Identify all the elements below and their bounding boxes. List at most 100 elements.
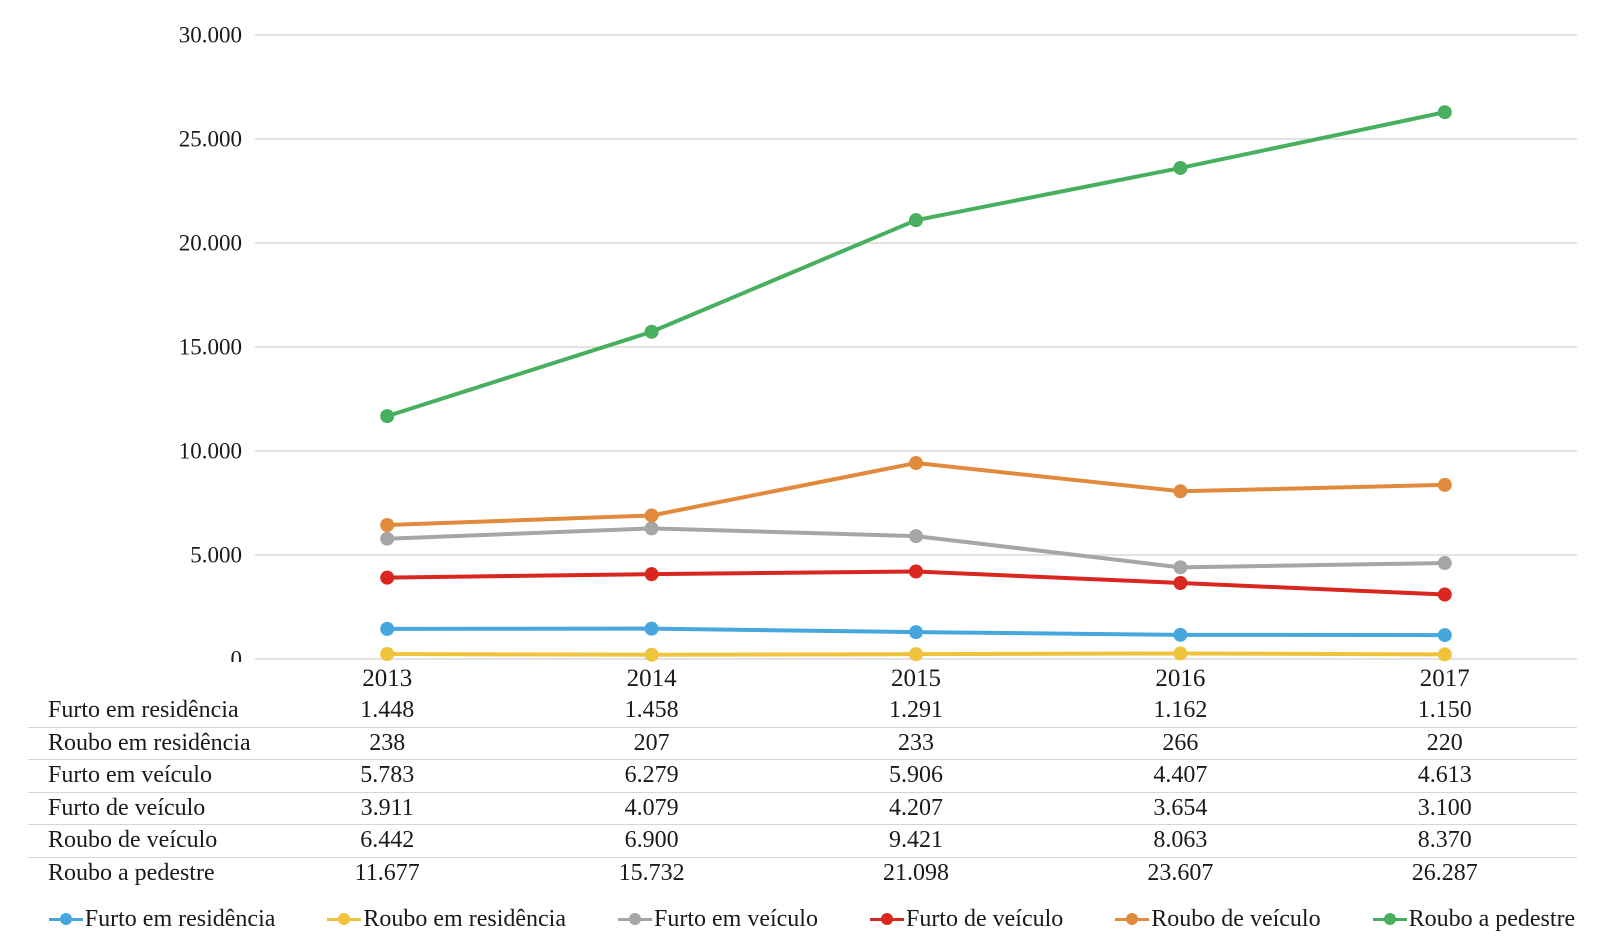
- series-point-furto-em-veiculo-2016: [1173, 560, 1188, 575]
- table-cell-furto-de-veiculo-2013: 3.911: [360, 794, 414, 821]
- table-cell-furto-de-veiculo-2016: 3.654: [1153, 794, 1208, 821]
- legend-item-furto-em-residencia: Furto em residência: [48, 905, 276, 933]
- table-cell-roubo-a-pedestre-2017: 26.287: [1411, 859, 1478, 886]
- chart-data-table: 2013 2014 2015 2016 2017 Furto em residência…: [28, 662, 1577, 889]
- legend-dot-icon: [629, 913, 641, 925]
- table-cell-furto-em-residencia-2015: 1.291: [888, 697, 943, 724]
- legend-item-label: Furto em residência: [84, 905, 276, 932]
- series-point-furto-em-veiculo-2017: [1437, 556, 1452, 571]
- series-point-roubo-a-pedestre-2016: [1173, 160, 1188, 175]
- y-axis-tick-label: 25.000: [179, 127, 242, 152]
- series-point-roubo-a-pedestre-2015: [909, 213, 923, 228]
- legend-dot-icon: [1383, 913, 1396, 925]
- chart-legend: Furto em residência Roubo em residência …: [0, 901, 1624, 937]
- table-row-label: Furto em veículo: [48, 762, 212, 789]
- table-row-roubo-em-residencia: Roubo em residência 238 207 233 266 220: [28, 728, 1577, 760]
- series-point-roubo-em-residencia-2015: [909, 647, 923, 662]
- series-point-furto-em-veiculo-2013: [380, 531, 395, 546]
- table-cell-roubo-em-residencia-2013: 238: [369, 729, 406, 756]
- table-cell-furto-de-veiculo-2015: 4.207: [888, 794, 943, 821]
- table-cell-furto-em-veiculo-2015: 5.906: [888, 762, 943, 789]
- table-cell-roubo-de-veiculo-2013: 6.442: [360, 827, 415, 854]
- table-row-label: Roubo a pedestre: [48, 859, 215, 886]
- legend-series-marker-icon: [1372, 913, 1407, 925]
- legend-series-marker-icon: [869, 913, 904, 925]
- legend-dot-icon: [1126, 913, 1139, 925]
- table-row-years: 2013 2014 2015 2016 2017: [28, 662, 1577, 695]
- table-cell-roubo-de-veiculo-2015: 9.421: [888, 827, 943, 854]
- table-cell-years-2014: 2014: [626, 664, 677, 692]
- table-row-roubo-a-pedestre: Roubo a pedestre 11.677 15.732 21.098 23.60…: [28, 858, 1577, 890]
- series-point-furto-em-veiculo-2014: [644, 521, 659, 536]
- series-point-roubo-em-residencia-2014: [644, 647, 659, 662]
- table-row-furto-em-veiculo: Furto em veículo 5.783 6.279 5.906 4.407 4.6…: [28, 760, 1577, 793]
- table-cell-roubo-de-veiculo-2014: 6.900: [624, 827, 679, 854]
- table-row-furto-de-veiculo: Furto de veículo 3.911 4.079 4.207 3.654 3.1…: [28, 793, 1577, 825]
- table-cell-roubo-de-veiculo-2016: 8.063: [1153, 827, 1208, 854]
- table-cell-furto-de-veiculo-2017: 3.100: [1417, 794, 1472, 821]
- legend-series-marker-icon: [618, 913, 652, 925]
- y-axis-tick-label: 10.000: [179, 439, 242, 464]
- series-point-roubo-de-veiculo-2014: [644, 508, 659, 523]
- table-cell-years-2016: 2016: [1155, 664, 1206, 692]
- series-point-furto-em-residencia-2015: [909, 625, 923, 640]
- y-axis-tick-label: 30.000: [179, 23, 242, 48]
- legend-series-marker-icon: [327, 913, 362, 925]
- table-cell-roubo-em-residencia-2015: 233: [897, 729, 934, 756]
- table-row-label: Roubo de veículo: [48, 827, 218, 854]
- table-row-label: Furto de veículo: [48, 794, 206, 821]
- table-cell-roubo-em-residencia-2014: 207: [633, 729, 670, 756]
- series-point-furto-em-residencia-2017: [1437, 628, 1452, 643]
- table-cell-furto-de-veiculo-2014: 4.079: [624, 794, 679, 821]
- legend-dot-icon: [59, 913, 72, 925]
- table-row-label: Furto em residência: [48, 697, 239, 724]
- table-cell-furto-em-residencia-2013: 1.448: [360, 697, 415, 724]
- y-axis-tick-label: 5.000: [190, 543, 242, 568]
- legend-item-roubo-em-residencia: Roubo em residência: [327, 906, 566, 933]
- series-point-furto-de-veiculo-2017: [1437, 587, 1452, 602]
- series-point-roubo-em-residencia-2013: [380, 647, 395, 662]
- legend-item-label: Furto de veículo: [905, 905, 1064, 932]
- table-cell-furto-em-residencia-2017: 1.150: [1417, 697, 1472, 724]
- table-cell-furto-em-veiculo-2014: 6.279: [624, 762, 679, 789]
- y-axis-tick-label: 20.000: [179, 231, 242, 256]
- series-line-roubo-a-pedestre: [385, 110, 1447, 419]
- series-point-furto-de-veiculo-2016: [1173, 575, 1188, 590]
- series-point-roubo-a-pedestre-2013: [380, 409, 395, 424]
- table-row-furto-em-residencia: Furto em residência 1.448 1.458 1.291 1.162…: [28, 695, 1577, 728]
- series-point-roubo-a-pedestre-2014: [644, 324, 659, 339]
- series-point-furto-em-veiculo-2015: [909, 529, 923, 544]
- legend-dot-icon: [338, 913, 351, 925]
- table-cell-roubo-a-pedestre-2013: 11.677: [354, 859, 420, 886]
- series-point-furto-de-veiculo-2014: [644, 567, 659, 582]
- legend-item-label: Roubo de veículo: [1151, 905, 1321, 932]
- table-cell-furto-em-residencia-2014: 1.458: [624, 697, 679, 724]
- table-cell-roubo-a-pedestre-2014: 15.732: [618, 859, 685, 886]
- table-cell-years-2017: 2017: [1419, 664, 1470, 692]
- series-point-furto-de-veiculo-2013: [380, 570, 395, 585]
- legend-series-marker-icon: [48, 913, 83, 925]
- table-cell-roubo-de-veiculo-2017: 8.370: [1417, 827, 1472, 854]
- y-axis-tick-label: 15.000: [179, 335, 242, 360]
- legend-item-furto-de-veiculo: Furto de veículo: [869, 905, 1064, 933]
- series-point-roubo-de-veiculo-2017: [1437, 477, 1452, 492]
- legend-dot-icon: [880, 913, 893, 925]
- series-point-roubo-em-residencia-2016: [1173, 646, 1188, 661]
- table-cell-years-2013: 2013: [362, 664, 413, 692]
- series-point-roubo-a-pedestre-2017: [1437, 105, 1452, 120]
- table-cell-roubo-em-residencia-2017: 220: [1426, 729, 1463, 756]
- series-point-roubo-de-veiculo-2013: [380, 518, 395, 533]
- table-cell-roubo-em-residencia-2016: 266: [1162, 729, 1199, 756]
- table-cell-furto-em-veiculo-2016: 4.407: [1153, 762, 1208, 789]
- series-point-roubo-em-residencia-2017: [1437, 647, 1452, 662]
- table-row-label: Roubo em residência: [48, 729, 251, 756]
- series-point-furto-em-residencia-2014: [644, 621, 659, 636]
- legend-item-label: Furto em veículo: [654, 905, 818, 932]
- table-cell-roubo-a-pedestre-2015: 21.098: [882, 859, 949, 886]
- legend-item-furto-em-veiculo: Furto em veículo: [618, 906, 818, 933]
- legend-item-label: Roubo em residência: [363, 905, 566, 932]
- series-point-furto-de-veiculo-2015: [909, 564, 923, 579]
- table-cell-furto-em-veiculo-2017: 4.613: [1417, 762, 1472, 789]
- table-cell-furto-em-veiculo-2013: 5.783: [360, 762, 415, 789]
